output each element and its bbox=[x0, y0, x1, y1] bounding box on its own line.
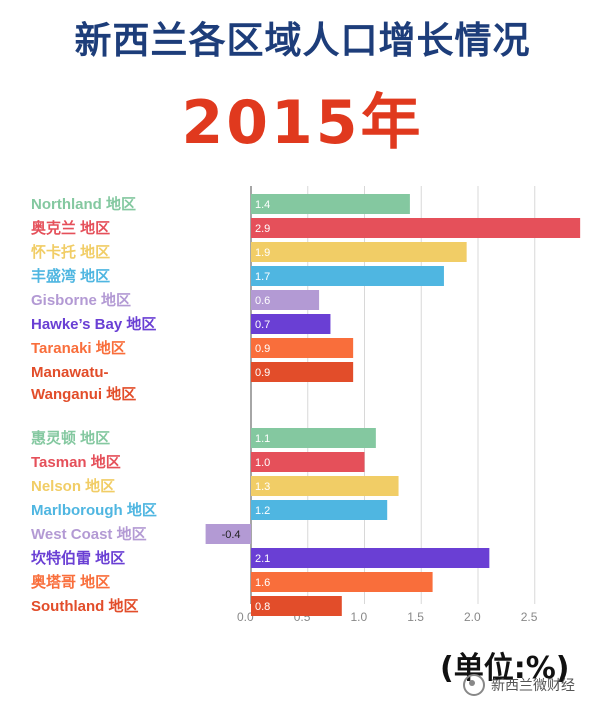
value-label: 0.6 bbox=[255, 295, 270, 307]
x-tick-label: 2.0 bbox=[464, 610, 481, 624]
category-label: 怀卡托 地区 bbox=[31, 243, 110, 261]
category-label: Hawke’s Bay 地区 bbox=[31, 315, 156, 333]
bar bbox=[251, 194, 410, 214]
category-label: Tasman 地区 bbox=[31, 453, 121, 471]
category-label: Gisborne 地区 bbox=[31, 291, 131, 309]
value-label: 0.9 bbox=[255, 367, 270, 379]
bar bbox=[251, 596, 342, 616]
value-label: 1.9 bbox=[255, 247, 270, 259]
category-label: Manawatu-Wanganui 地区 bbox=[31, 364, 136, 403]
watermark: 新西兰微财经 bbox=[463, 674, 575, 696]
bar bbox=[251, 476, 399, 496]
wechat-icon bbox=[463, 674, 485, 696]
value-label: 0.9 bbox=[255, 343, 270, 355]
bar bbox=[251, 548, 490, 568]
bar bbox=[251, 266, 444, 286]
bar bbox=[251, 290, 320, 310]
unit-label: (单位:%) bbox=[440, 651, 570, 686]
category-label: Taranaki 地区 bbox=[31, 339, 126, 357]
category-label: 丰盛湾 地区 bbox=[31, 267, 110, 285]
value-label: 1.7 bbox=[255, 271, 270, 283]
x-tick-label: 2.5 bbox=[521, 610, 538, 624]
category-label: 坎特伯雷 地区 bbox=[31, 549, 125, 567]
value-label: 1.4 bbox=[255, 199, 270, 211]
bar bbox=[251, 572, 433, 592]
category-label: 奥克兰 地区 bbox=[31, 219, 110, 237]
value-label: 1.0 bbox=[255, 457, 270, 469]
bar bbox=[251, 428, 376, 448]
bar bbox=[251, 362, 354, 382]
bar bbox=[251, 500, 388, 520]
bar bbox=[251, 452, 365, 472]
bar bbox=[251, 242, 467, 262]
value-label: 1.6 bbox=[255, 577, 270, 589]
chart-title: 新西兰各区域人口增长情况 bbox=[74, 19, 531, 62]
x-tick-label: 0.0 bbox=[237, 610, 254, 624]
x-tick-label: 1.5 bbox=[407, 610, 424, 624]
value-label: -0.4 bbox=[222, 529, 241, 541]
value-label: 2.1 bbox=[255, 553, 270, 565]
value-label: 1.1 bbox=[255, 433, 270, 445]
bar bbox=[251, 338, 354, 358]
value-label: 2.9 bbox=[255, 223, 270, 235]
x-tick-label: 1.0 bbox=[351, 610, 368, 624]
value-label: 0.8 bbox=[255, 601, 270, 613]
bar bbox=[251, 218, 581, 238]
category-label: Nelson 地区 bbox=[31, 477, 115, 495]
bar bbox=[251, 314, 331, 334]
value-label: 1.3 bbox=[255, 481, 270, 493]
bar bbox=[205, 524, 251, 544]
category-label: 奥塔哥 地区 bbox=[31, 573, 110, 591]
category-label: Marlborough 地区 bbox=[31, 501, 157, 519]
value-label: 1.2 bbox=[255, 505, 270, 517]
chart-subtitle: 2015年 bbox=[181, 88, 424, 158]
category-label: 惠灵顿 地区 bbox=[31, 429, 110, 447]
value-label: 0.7 bbox=[255, 319, 270, 331]
category-label: Southland 地区 bbox=[31, 597, 139, 615]
category-label: West Coast 地区 bbox=[31, 525, 147, 543]
category-label: Northland 地区 bbox=[31, 195, 136, 213]
watermark-text: 新西兰微财经 bbox=[491, 678, 575, 694]
